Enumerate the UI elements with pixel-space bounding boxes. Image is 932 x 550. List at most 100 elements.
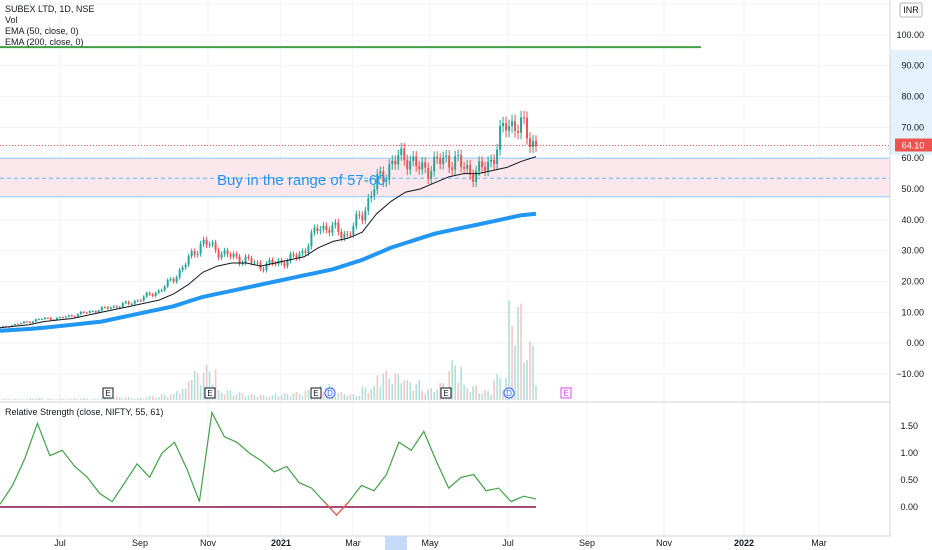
flag-label: E — [313, 389, 318, 398]
volume-bar — [106, 398, 109, 400]
rs-line[interactable] — [0, 410, 537, 516]
time-tick-label: May — [421, 538, 439, 548]
candle-body — [349, 234, 352, 236]
earnings-flag[interactable]: E — [102, 387, 114, 399]
rs-tick-label: 1.50 — [900, 421, 918, 431]
candle-body — [496, 149, 499, 164]
candle-body — [307, 246, 310, 253]
price-tick-label: −10.00 — [896, 369, 924, 379]
candle-body — [238, 256, 241, 264]
volume-bar — [403, 380, 406, 400]
volume-bar — [379, 386, 382, 400]
volume-bar — [187, 381, 190, 400]
volume-bar — [388, 378, 391, 400]
time-tick-label: Sep — [579, 538, 595, 548]
candle-body — [145, 292, 148, 297]
time-axis-background — [0, 536, 932, 550]
time-tick-label: Nov — [656, 538, 673, 548]
ema-200-line[interactable] — [0, 211, 537, 333]
volume-bar — [532, 345, 534, 400]
volume-bar — [502, 389, 504, 400]
rs-axis[interactable]: 1.50 1.00 0.50 0.00 — [900, 421, 918, 512]
candle-body — [187, 256, 190, 265]
volume-bar — [238, 392, 241, 400]
candle-body — [439, 158, 442, 165]
candle-body — [355, 214, 358, 227]
earnings-flag[interactable]: E — [440, 387, 452, 399]
volume-bar — [59, 399, 61, 400]
candle-body — [265, 263, 268, 271]
candle-body — [211, 242, 214, 245]
volume-bar — [17, 399, 19, 400]
candle-body — [394, 160, 397, 165]
dividend-flag[interactable]: D — [503, 387, 515, 399]
volume-bar — [247, 395, 250, 400]
volume-bar — [340, 392, 343, 400]
currency-badge[interactable] — [899, 2, 923, 18]
candle-body — [358, 214, 361, 216]
candle-body — [166, 279, 169, 287]
buy-range-annotation[interactable]: Buy in the range of 57-60 — [217, 172, 385, 189]
candle-body — [247, 256, 250, 259]
time-axis-highlight — [385, 536, 407, 550]
flag-marker — [102, 387, 114, 399]
legend-ema-200[interactable]: EMA (200, close, 0) — [5, 37, 84, 47]
volume-bar — [50, 399, 52, 400]
volume-bar — [439, 382, 441, 400]
candle-body — [226, 250, 229, 255]
volume-bar — [346, 395, 349, 400]
time-axis[interactable]: Jul Sep Nov 2021 Mar May Jul Sep Nov 2022 Mar — [54, 538, 827, 548]
candle-body — [502, 123, 505, 127]
candle-body — [109, 307, 112, 309]
volume-bar — [214, 369, 217, 400]
volume-bar — [65, 399, 67, 400]
legend-vol[interactable]: Vol — [5, 15, 18, 25]
candle-body — [55, 317, 58, 320]
candle-body — [271, 259, 274, 264]
volume-bar — [451, 360, 453, 400]
volume-bar — [220, 392, 223, 400]
volume-bar — [454, 365, 456, 400]
time-tick-label: Jul — [502, 538, 514, 548]
candle-body — [535, 140, 537, 146]
volume-bar — [301, 395, 304, 400]
earnings-flag[interactable]: E — [560, 387, 572, 399]
volume-bar — [343, 394, 346, 400]
candle-body — [61, 317, 64, 319]
candle-body — [421, 162, 424, 170]
time-tick-label: Nov — [200, 538, 217, 548]
candle-body — [229, 254, 232, 257]
volume-bar — [142, 398, 145, 400]
chart-title: SUBEX LTD, 1D, NSE — [5, 4, 94, 14]
volume-bar — [511, 326, 513, 400]
candle-body — [49, 317, 52, 320]
candle-body — [178, 269, 181, 278]
legend-ema-50[interactable]: EMA (50, close, 0) — [5, 26, 79, 36]
time-tick-label: Sep — [132, 538, 148, 548]
candle-body — [205, 239, 208, 246]
volume-bar — [469, 392, 471, 400]
candle-body — [340, 231, 343, 238]
candle-body — [364, 210, 367, 221]
volume-bar — [23, 399, 25, 400]
ema-50-line[interactable] — [0, 156, 537, 329]
candle-body — [373, 189, 376, 196]
volume-bar — [53, 399, 55, 400]
dividend-flag[interactable]: D — [324, 387, 336, 399]
volume-bar — [472, 386, 474, 400]
volume-bar — [355, 396, 358, 400]
price-axis[interactable]: 100.00 90.00 80.00 70.00 60.00 50.00 40.00 30.0… — [896, 30, 924, 379]
candle-body — [451, 167, 454, 170]
volume-bar — [412, 390, 415, 400]
candle-body — [163, 286, 166, 291]
candlesticks[interactable] — [0, 110, 537, 329]
time-tick-label: Jul — [54, 538, 66, 548]
volume-bar — [256, 397, 259, 400]
candle-body — [436, 156, 439, 159]
candle-body — [232, 253, 235, 257]
earnings-flag[interactable]: E — [204, 387, 216, 399]
flag-label: E — [105, 389, 110, 398]
earnings-flag[interactable]: E — [310, 387, 322, 399]
